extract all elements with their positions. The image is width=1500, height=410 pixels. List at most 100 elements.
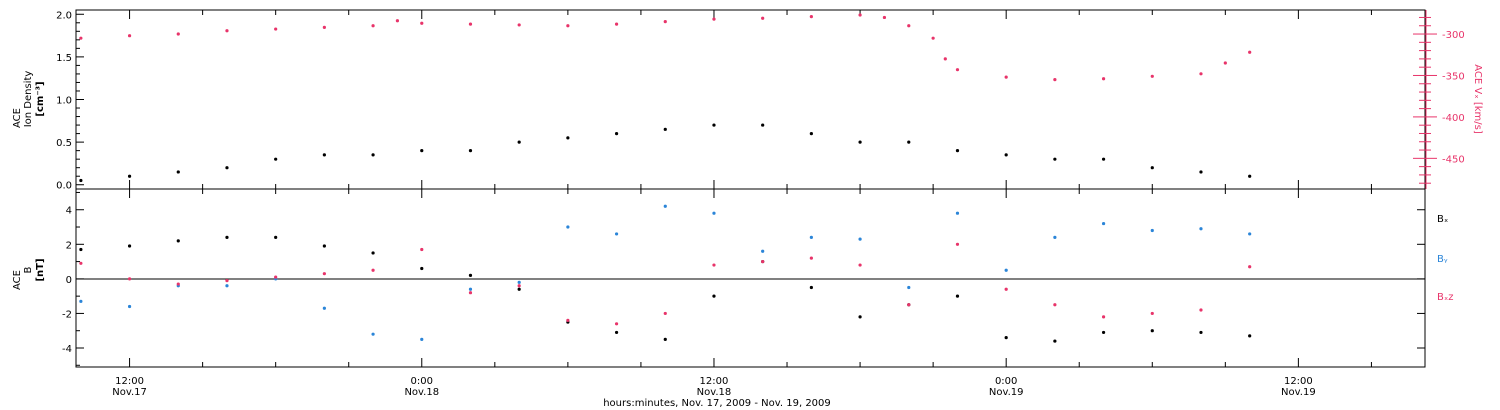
bz-point bbox=[858, 263, 862, 267]
x-tick-label-day: Nov.18 bbox=[697, 387, 732, 398]
bx-point bbox=[127, 244, 132, 248]
density-point bbox=[420, 149, 424, 153]
density-point bbox=[468, 149, 473, 153]
density-point bbox=[1053, 157, 1057, 161]
legend-by: Bᵧ bbox=[1437, 254, 1448, 265]
vx-point bbox=[761, 16, 765, 20]
density-label-name: Ion Density bbox=[23, 71, 34, 128]
vx-point bbox=[371, 24, 375, 28]
vx-point bbox=[712, 17, 716, 21]
bx-point bbox=[614, 330, 619, 335]
bz-point bbox=[614, 322, 619, 326]
bz-point bbox=[761, 259, 765, 264]
density-label-unit: [cm⁻³] bbox=[35, 81, 46, 116]
density-point bbox=[955, 149, 960, 153]
bx-point bbox=[176, 239, 180, 243]
density-tick-label: 1.5 bbox=[56, 53, 72, 64]
density-point bbox=[761, 123, 765, 127]
by-point bbox=[712, 211, 716, 215]
by-point bbox=[1248, 232, 1252, 236]
vx-tick-label: -400 bbox=[1442, 113, 1465, 124]
by-point bbox=[420, 337, 424, 341]
bx-point bbox=[1101, 330, 1106, 335]
x-tick-label-time: 0:00 bbox=[995, 376, 1017, 387]
density-point bbox=[371, 153, 375, 157]
bz-point bbox=[371, 268, 375, 272]
bfield-tick-label: 2 bbox=[66, 240, 72, 251]
vx-point bbox=[420, 21, 424, 25]
x-tick-label-time: 12:00 bbox=[1284, 376, 1313, 387]
density-point bbox=[663, 127, 667, 131]
vx-point bbox=[809, 15, 813, 19]
x-tick-label-day: Nov.19 bbox=[989, 387, 1024, 398]
vx-point bbox=[395, 19, 400, 23]
density-point bbox=[712, 123, 716, 127]
bz-point bbox=[517, 284, 521, 288]
density-point bbox=[322, 153, 326, 157]
by-point bbox=[1101, 221, 1106, 226]
density-point bbox=[517, 140, 521, 144]
vx-point bbox=[931, 36, 935, 40]
density-point bbox=[1199, 170, 1203, 174]
by-point bbox=[468, 287, 473, 291]
bz-point bbox=[955, 242, 960, 246]
bz-point bbox=[420, 247, 424, 252]
vx-tick-label: -450 bbox=[1442, 154, 1465, 165]
density-point bbox=[79, 178, 83, 183]
bz-point bbox=[1199, 308, 1203, 312]
vx-point bbox=[663, 20, 667, 24]
vx-tick-label: -300 bbox=[1442, 30, 1465, 41]
x-tick-label-day: Nov.17 bbox=[112, 387, 147, 398]
bx-point bbox=[1199, 330, 1203, 335]
bz-point bbox=[176, 282, 180, 286]
bz-point bbox=[1004, 287, 1008, 291]
legend-bx: Bₓ bbox=[1437, 214, 1448, 225]
density-point bbox=[225, 166, 229, 170]
vx-point bbox=[1004, 75, 1008, 79]
bx-point bbox=[858, 315, 862, 319]
vx-point bbox=[907, 24, 911, 28]
by-point bbox=[322, 306, 326, 310]
density-point bbox=[1004, 153, 1008, 157]
density-tick-label: 1.0 bbox=[56, 96, 72, 107]
bx-point bbox=[420, 266, 424, 271]
bfield-tick-label: -4 bbox=[62, 344, 72, 355]
bz-point bbox=[225, 278, 229, 283]
bx-point bbox=[225, 235, 229, 239]
x-tick-label-time: 12:00 bbox=[115, 376, 144, 387]
density-point bbox=[1248, 174, 1252, 178]
bx-point bbox=[1004, 336, 1008, 340]
by-point bbox=[1199, 227, 1203, 231]
by-point bbox=[79, 299, 83, 303]
ticks-layer: 12:00Nov.170:00Nov.1812:00Nov.180:00Nov.… bbox=[56, 10, 1465, 398]
bx-point bbox=[468, 273, 473, 278]
x-tick-label-day: Nov.18 bbox=[404, 387, 439, 398]
density-point bbox=[566, 136, 570, 140]
density-point bbox=[809, 131, 813, 136]
vx-point bbox=[1223, 61, 1227, 65]
density-point bbox=[614, 131, 619, 136]
by-point bbox=[127, 304, 132, 309]
vx-point bbox=[858, 13, 862, 17]
vx-point bbox=[1150, 74, 1154, 78]
vx-point bbox=[176, 32, 180, 36]
bz-point bbox=[1150, 311, 1154, 316]
bx-point bbox=[955, 294, 960, 298]
marks-layer bbox=[79, 13, 1252, 343]
bz-point bbox=[1053, 303, 1057, 307]
vx-point bbox=[955, 68, 960, 72]
by-point bbox=[663, 204, 667, 208]
density-tick-label: 0.0 bbox=[56, 181, 72, 192]
density-point bbox=[1101, 157, 1106, 161]
bx-point bbox=[663, 337, 667, 341]
vx-point bbox=[79, 36, 83, 40]
by-point bbox=[955, 211, 960, 215]
by-point bbox=[371, 332, 375, 336]
bz-point bbox=[322, 272, 326, 276]
bz-point bbox=[127, 277, 132, 281]
density-point bbox=[274, 157, 278, 161]
bz-point bbox=[712, 263, 716, 267]
x-axis-title: hours:minutes, Nov. 17, 2009 - Nov. 19, … bbox=[603, 398, 831, 409]
x-tick-label-time: 12:00 bbox=[700, 376, 729, 387]
